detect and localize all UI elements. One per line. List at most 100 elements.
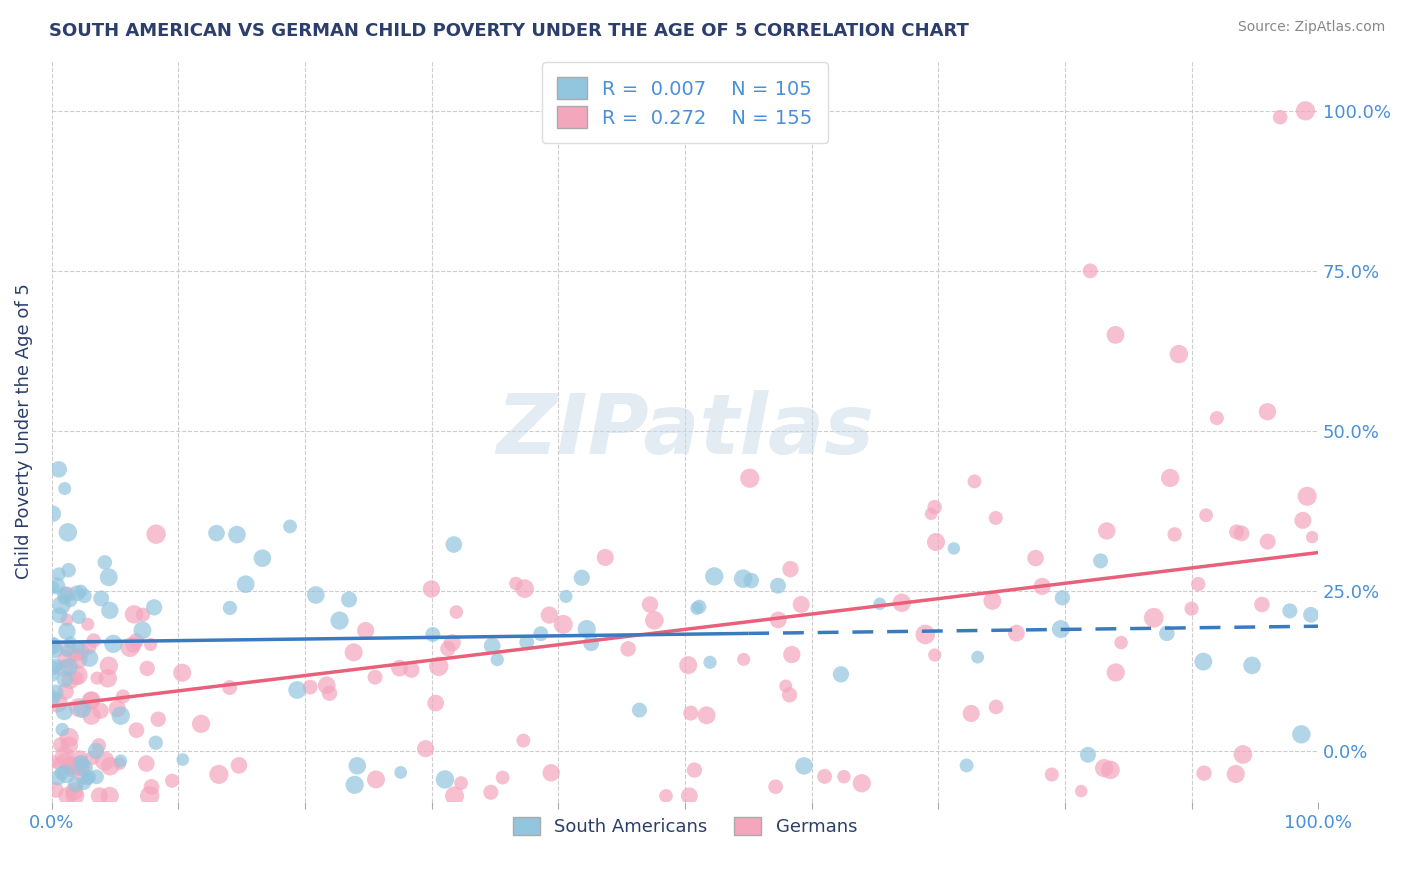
Point [125, 633, 148, 648]
Point [70, 584, 93, 599]
Point [226, 527, 249, 541]
Point [686, 601, 709, 615]
Point [48, 756, 70, 771]
Point [80, 693, 103, 707]
Point [1163, 527, 1185, 541]
Point [77, 770, 100, 784]
Point [579, 636, 602, 650]
Point [108, 756, 131, 771]
Point [56, 624, 79, 639]
Point [966, 650, 988, 665]
Point [1192, 766, 1215, 780]
Legend: South Americans, Germans: South Americans, Germans [503, 808, 866, 846]
Point [1050, 622, 1073, 636]
Point [1156, 626, 1178, 640]
Point [1078, 264, 1101, 278]
Point [44, 643, 66, 657]
Point [84, 744, 107, 758]
Point [42, 639, 65, 653]
Point [98, 603, 121, 617]
Point [925, 535, 948, 549]
Point [984, 700, 1007, 714]
Point [65, 671, 87, 685]
Point [1070, 784, 1092, 798]
Point [42, 661, 65, 675]
Point [205, 526, 228, 541]
Point [593, 550, 616, 565]
Point [70, 644, 93, 658]
Point [766, 579, 789, 593]
Point [56, 641, 79, 656]
Point [441, 636, 464, 650]
Point [228, 758, 250, 772]
Point [425, 696, 447, 710]
Point [446, 605, 468, 619]
Point [103, 637, 125, 651]
Point [139, 637, 162, 651]
Point [832, 770, 855, 784]
Point [45, 579, 67, 593]
Point [53, 754, 76, 768]
Point [1090, 554, 1112, 568]
Point [59, 758, 82, 772]
Point [1040, 767, 1063, 781]
Point [59, 635, 82, 649]
Point [955, 758, 977, 772]
Point [427, 659, 450, 673]
Point [53, 705, 76, 719]
Point [354, 624, 377, 638]
Point [830, 667, 852, 681]
Point [1077, 747, 1099, 762]
Point [59, 593, 82, 607]
Point [984, 511, 1007, 525]
Point [1187, 577, 1209, 591]
Point [765, 780, 787, 794]
Point [172, 753, 194, 767]
Point [443, 789, 465, 803]
Point [768, 613, 790, 627]
Point [481, 639, 503, 653]
Point [90, 704, 112, 718]
Point [56, 525, 79, 540]
Point [45, 783, 67, 797]
Point [401, 663, 423, 677]
Point [132, 607, 155, 622]
Point [505, 576, 527, 591]
Point [733, 572, 755, 586]
Point [775, 679, 797, 693]
Point [58, 563, 80, 577]
Point [571, 571, 593, 585]
Point [67, 759, 90, 773]
Point [1278, 604, 1301, 618]
Point [1109, 635, 1132, 649]
Point [683, 763, 706, 777]
Point [80, 708, 103, 723]
Point [1205, 411, 1227, 425]
Point [48, 462, 70, 476]
Point [450, 776, 472, 790]
Point [70, 756, 93, 770]
Point [148, 712, 170, 726]
Point [1230, 526, 1253, 541]
Point [218, 681, 240, 695]
Point [555, 590, 578, 604]
Point [703, 569, 725, 583]
Point [66, 652, 89, 666]
Point [920, 507, 942, 521]
Point [86, 770, 108, 784]
Point [67, 640, 90, 655]
Point [252, 551, 274, 566]
Point [1025, 551, 1047, 566]
Point [59, 673, 82, 688]
Point [48, 567, 70, 582]
Point [1295, 103, 1317, 118]
Point [1251, 598, 1274, 612]
Point [42, 580, 65, 594]
Point [679, 706, 702, 720]
Point [1092, 761, 1115, 775]
Point [315, 678, 337, 692]
Point [851, 776, 873, 790]
Point [924, 648, 946, 662]
Point [346, 758, 368, 772]
Point [699, 656, 721, 670]
